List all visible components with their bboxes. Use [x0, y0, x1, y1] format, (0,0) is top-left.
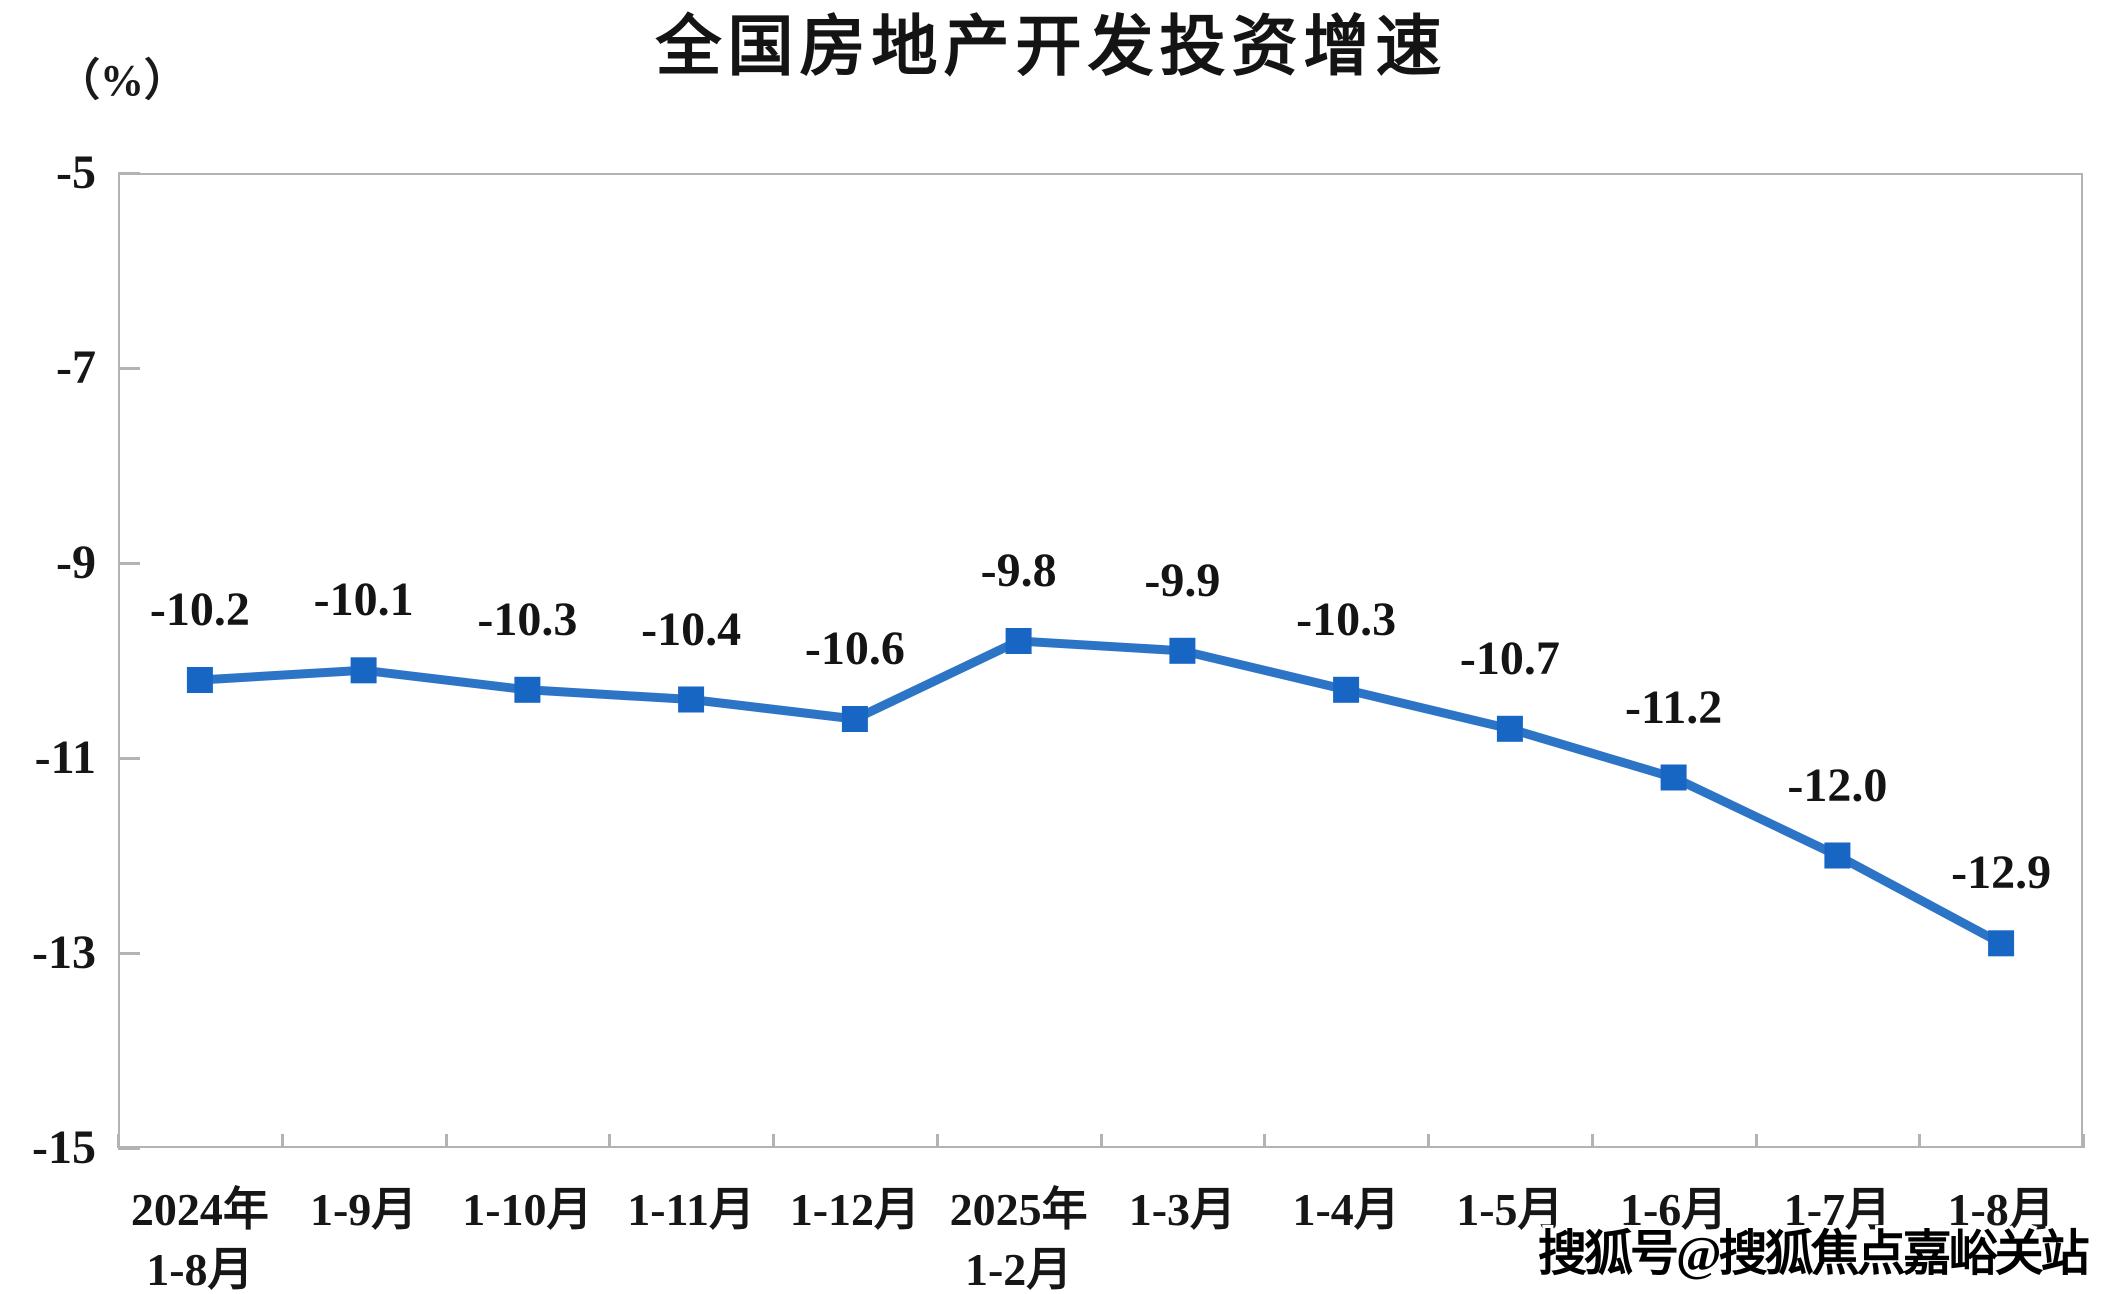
y-tick-label: -7	[56, 341, 96, 394]
x-category-label: 1-5月	[1456, 1184, 1564, 1235]
data-point-label: -10.3	[1296, 592, 1397, 646]
plot-area	[118, 173, 2083, 1148]
x-category-label: 1-7月	[1783, 1184, 1892, 1235]
y-tick-mark	[118, 952, 140, 955]
y-tick-mark	[118, 562, 140, 565]
x-tick-mark	[117, 1134, 120, 1148]
x-category-label: 2024年 1-8月	[130, 1184, 269, 1294]
data-point-marker	[1824, 842, 1851, 869]
y-tick-label: -5	[56, 146, 96, 199]
chart-title: 全国房地产开发投资增速	[655, 9, 1448, 83]
data-point-marker	[350, 657, 377, 684]
data-point-marker	[678, 686, 705, 713]
x-tick-mark	[2082, 1134, 2085, 1148]
x-tick-mark	[444, 1134, 448, 1148]
x-category-label: 2025年 1-2月	[949, 1184, 1088, 1294]
x-category-label: 1-11月	[627, 1184, 756, 1235]
data-point-label: -10.6	[804, 622, 905, 675]
data-point-marker	[1496, 715, 1523, 742]
watermark: 搜狐号@搜狐焦点嘉峪关站	[1538, 1226, 2090, 1281]
data-point-label: -12.9	[1951, 846, 2052, 900]
x-tick-mark	[1754, 1134, 1758, 1148]
x-category-label: 1-6月	[1619, 1184, 1728, 1235]
data-point-marker	[1660, 764, 1687, 791]
y-tick-mark	[118, 367, 140, 370]
data-point-marker	[1333, 676, 1360, 703]
data-point-marker	[1988, 930, 2015, 957]
data-point-label: -10.4	[641, 602, 742, 656]
data-point-marker	[514, 676, 541, 703]
data-point-label: -10.1	[313, 573, 414, 627]
y-tick-mark	[118, 757, 140, 760]
data-point-label: -9.9	[1144, 553, 1221, 607]
x-tick-mark	[935, 1134, 939, 1148]
y-tick-label: -13	[32, 926, 96, 979]
x-category-label: 1-8月	[1947, 1184, 2055, 1235]
x-tick-mark	[608, 1134, 612, 1148]
x-tick-mark	[280, 1134, 284, 1148]
x-category-label: 1-9月	[309, 1184, 418, 1235]
data-point-label: -11.2	[1624, 680, 1723, 734]
x-tick-mark	[772, 1134, 775, 1148]
data-point-label: -12.0	[1787, 758, 1888, 812]
x-tick-mark	[1918, 1134, 1922, 1148]
y-tick-label: -9	[56, 536, 96, 589]
series-line	[199, 636, 2004, 948]
data-point-marker	[1005, 628, 1032, 654]
data-point-label: -9.8	[980, 544, 1057, 597]
y-tick-label: -15	[32, 1121, 96, 1174]
x-tick-mark	[1590, 1134, 1594, 1148]
y-tick-mark	[118, 1147, 140, 1150]
data-point-marker	[841, 706, 868, 732]
data-point-marker	[186, 667, 213, 693]
y-tick-label: -11	[34, 731, 96, 784]
y-tick-mark	[118, 172, 140, 175]
x-category-label: 1-3月	[1128, 1184, 1237, 1235]
y-axis-unit-label: （%）	[56, 56, 188, 105]
x-category-label: 1-12月	[789, 1184, 921, 1235]
x-tick-mark	[1427, 1134, 1430, 1148]
data-point-label: -10.3	[477, 592, 578, 646]
data-point-label: -10.2	[149, 583, 250, 636]
x-tick-mark	[1099, 1134, 1103, 1148]
data-point-label: -10.7	[1459, 631, 1560, 685]
x-tick-mark	[1263, 1134, 1267, 1148]
x-category-label: 1-10月	[462, 1184, 593, 1235]
data-point-marker	[1169, 637, 1196, 664]
x-category-label: 1-4月	[1292, 1184, 1400, 1235]
